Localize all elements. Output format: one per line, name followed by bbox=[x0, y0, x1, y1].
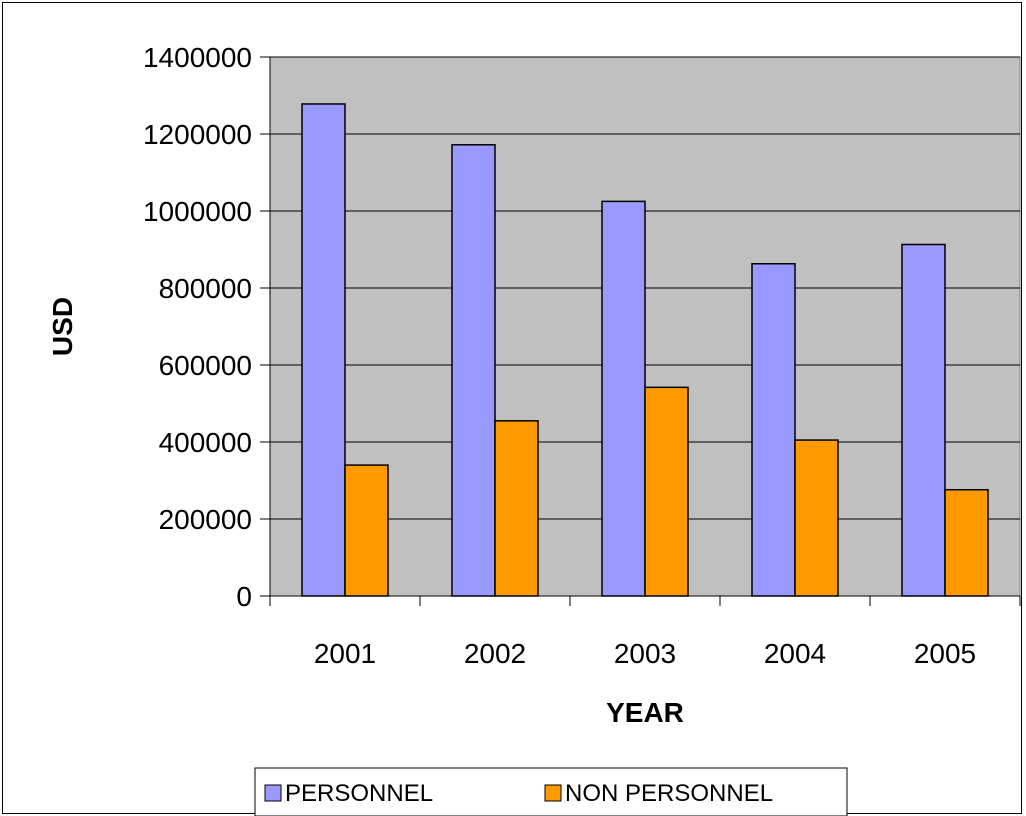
bar-non-personnel bbox=[644, 386, 689, 597]
x-tick-labels: 2001 2002 2003 2004 2005 bbox=[314, 638, 976, 669]
bars bbox=[301, 103, 989, 597]
legend-label: NON PERSONNEL bbox=[565, 780, 773, 807]
x-tick-label: 2004 bbox=[764, 638, 826, 669]
y-tick-label: 200000 bbox=[159, 504, 252, 535]
y-tick-label: 0 bbox=[236, 581, 252, 612]
y-tick-label: 800000 bbox=[159, 273, 252, 304]
y-tick-label: 1400000 bbox=[143, 42, 252, 73]
bar-personnel bbox=[601, 200, 646, 597]
axes bbox=[260, 56, 1021, 606]
y-tick-label: 600000 bbox=[159, 350, 252, 381]
legend-swatch bbox=[264, 784, 282, 802]
legend: PERSONNEL NON PERSONNEL bbox=[254, 767, 848, 816]
y-tick-labels: 0 200000 400000 600000 800000 1000000 1200000 1… bbox=[143, 42, 252, 612]
bar-personnel bbox=[901, 243, 946, 597]
bar-personnel bbox=[301, 103, 346, 597]
legend-swatch bbox=[544, 784, 562, 802]
x-tick-label: 2002 bbox=[464, 638, 526, 669]
x-tick-label: 2001 bbox=[314, 638, 376, 669]
bar-non-personnel bbox=[794, 439, 839, 597]
bar-non-personnel bbox=[494, 420, 539, 597]
legend-label: PERSONNEL bbox=[285, 780, 433, 807]
bar-personnel bbox=[451, 144, 496, 597]
x-tick-label: 2005 bbox=[914, 638, 976, 669]
bar-personnel bbox=[751, 262, 796, 597]
y-tick-label: 1200000 bbox=[143, 119, 252, 150]
y-axis-title: USD bbox=[47, 297, 78, 356]
bar-non-personnel bbox=[944, 488, 989, 597]
y-tick-label: 400000 bbox=[159, 427, 252, 458]
bar-non-personnel bbox=[344, 464, 389, 597]
y-tick-label: 1000000 bbox=[143, 196, 252, 227]
x-axis-title: YEAR bbox=[606, 697, 684, 728]
x-tick-label: 2003 bbox=[614, 638, 676, 669]
